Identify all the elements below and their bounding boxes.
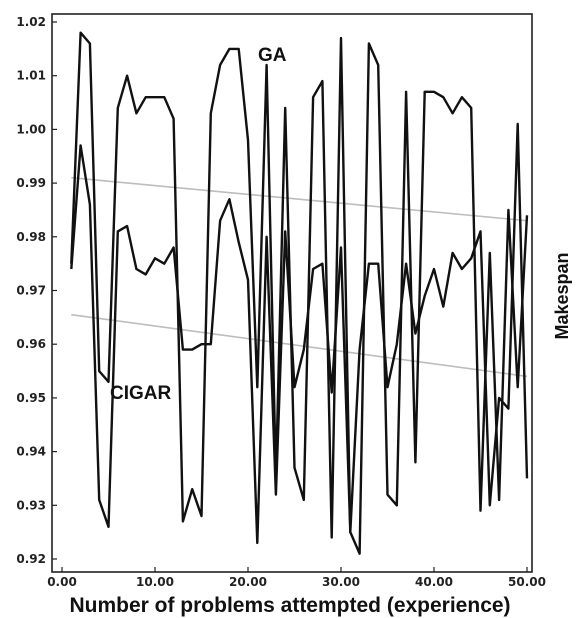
x-tick-label: 20.00 — [229, 575, 267, 589]
plot-frame — [51, 13, 533, 573]
x-tick-label: 40.00 — [415, 575, 453, 589]
y-tick-label: 0.92 — [16, 552, 46, 566]
y-tick-label: 0.96 — [16, 337, 46, 351]
trend-line-2 — [71, 313, 528, 378]
y-axis-label: Makespan — [552, 252, 572, 339]
series-line-2 — [70, 122, 529, 545]
annotation-ga: GA — [258, 45, 287, 66]
x-axis-ticks: 0.00 10.00 20.00 30.00 40.00 50.00 — [47, 567, 546, 589]
y-tick-label: 1.02 — [16, 15, 46, 29]
y-tick-label: 1.01 — [16, 69, 46, 83]
y-tick-label: 0.97 — [16, 284, 46, 298]
x-axis-label: Number of problems attempted (experience… — [69, 594, 510, 617]
x-tick-label: 50.00 — [508, 575, 546, 589]
trend-line-1 — [71, 176, 528, 222]
x-tick-label: 30.00 — [322, 575, 360, 589]
y-axis-ticks: 0.92 0.93 0.94 0.95 0.96 0.97 0.98 0.99 1.00 1.01… — [16, 15, 57, 566]
y-tick-label: 0.98 — [16, 230, 46, 244]
y-tick-label: 0.95 — [16, 391, 46, 405]
y-tick-label: 1.00 — [16, 122, 46, 136]
x-tick-label: 0.00 — [47, 575, 77, 589]
y-tick-label: 0.99 — [16, 176, 46, 190]
series-line-1 — [70, 31, 529, 555]
annotation-cigar: CIGAR — [110, 383, 172, 404]
trend-lines — [71, 176, 528, 378]
x-tick-label: 10.00 — [136, 575, 174, 589]
y-tick-label: 0.93 — [16, 498, 46, 512]
data-series — [70, 31, 529, 555]
y-tick-label: 0.94 — [16, 445, 46, 459]
